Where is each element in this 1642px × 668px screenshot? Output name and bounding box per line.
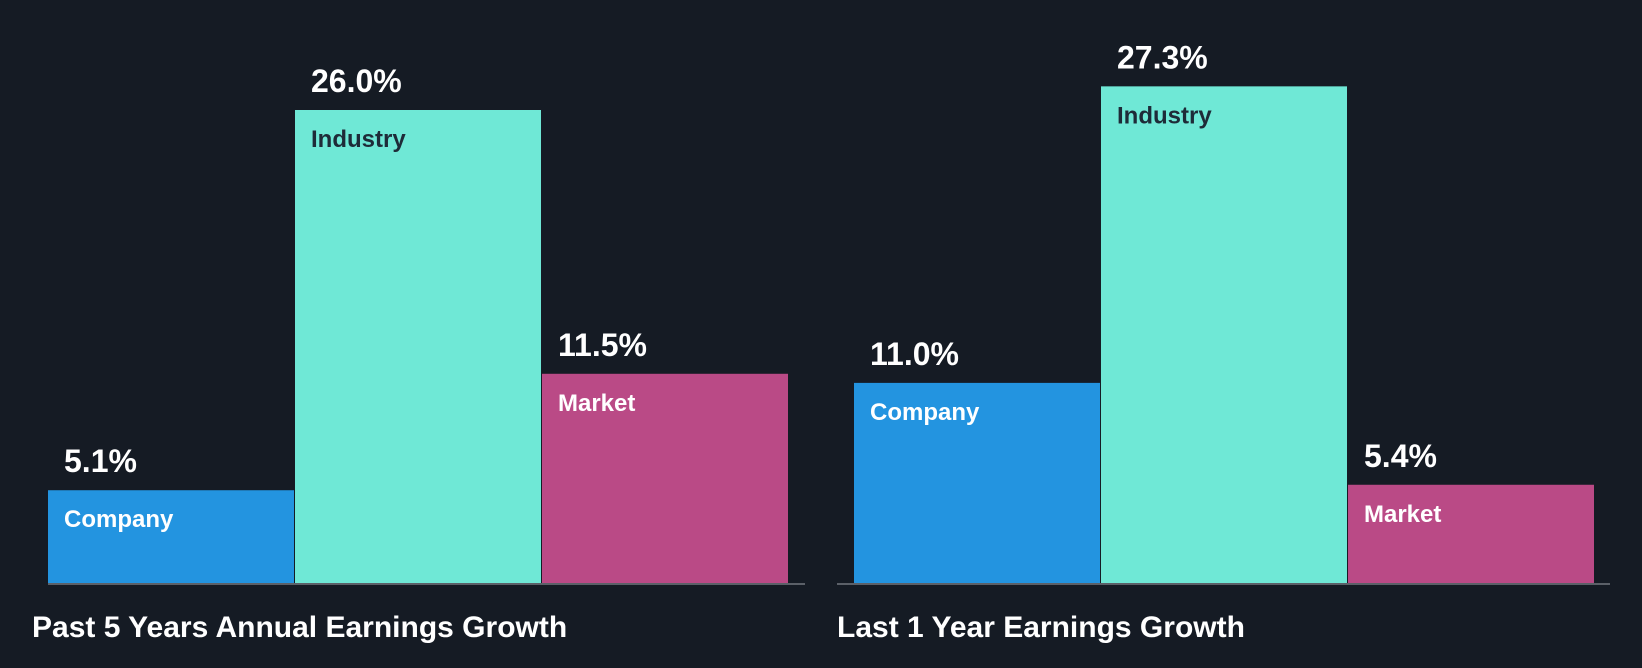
category-label-market: Market — [558, 390, 635, 417]
bar-company — [854, 382, 1100, 583]
value-label-market: 11.5% — [558, 327, 647, 363]
value-label-company: 5.1% — [64, 443, 137, 479]
category-label-industry: Industry — [1117, 102, 1212, 129]
value-label-company: 11.0% — [870, 336, 959, 372]
category-label-company: Company — [870, 399, 980, 426]
chart-last-1-year: Last 1 Year Earnings Growth 11.0% Company… — [837, 39, 1610, 644]
bar-company — [48, 490, 294, 583]
bar-market — [542, 373, 788, 583]
chart-past-5-years: Past 5 Years Annual Earnings Growth 5.1%… — [32, 63, 805, 644]
category-label-industry: Industry — [311, 126, 406, 153]
category-label-market: Market — [1364, 501, 1441, 528]
chart-title-last-1-year: Last 1 Year Earnings Growth — [837, 611, 1245, 644]
value-label-market: 5.4% — [1364, 438, 1437, 474]
category-label-company: Company — [64, 506, 174, 533]
value-label-industry: 27.3% — [1117, 39, 1208, 75]
bar-market — [1348, 484, 1594, 583]
bar-industry — [1101, 86, 1347, 583]
value-label-industry: 26.0% — [311, 63, 402, 99]
chart-title-past-5-years: Past 5 Years Annual Earnings Growth — [32, 611, 567, 644]
bar-industry — [295, 110, 541, 583]
